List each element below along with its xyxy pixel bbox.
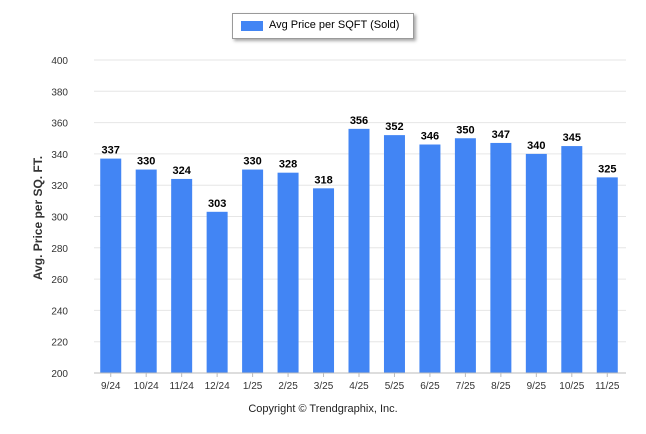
x-tick-label: 9/25 [527,381,547,392]
data-labels: 337 330 324 303 330 328 318 356 352 346 350 347 340 3… [102,115,617,210]
x-tick-label: 1/25 [243,381,263,392]
bar[interactable] [171,178,193,373]
data-label: 345 [563,132,581,144]
x-tick-label: 4/25 [349,381,369,392]
x-tick-label: 9/24 [101,381,121,392]
bar[interactable] [100,158,122,373]
x-tick-label: 12/24 [205,381,230,392]
legend-swatch [241,21,263,31]
y-tick-label: 340 [51,150,68,161]
y-tick-label: 320 [51,181,68,192]
bar[interactable] [206,211,228,373]
bar[interactable] [277,172,299,373]
x-tick-label: 5/25 [385,381,405,392]
data-label: 347 [492,129,510,141]
bar[interactable] [313,188,335,373]
bar[interactable] [383,135,405,373]
data-label: 352 [385,121,403,133]
y-tick-label: 360 [51,119,68,130]
x-tick-label: 11/24 [170,381,195,392]
bar[interactable] [490,142,512,373]
data-label: 324 [172,165,191,177]
y-tick-label: 240 [51,306,68,317]
y-tick-label: 400 [51,56,68,67]
data-label: 325 [598,163,616,175]
bar[interactable] [525,153,547,373]
data-label: 318 [314,174,332,186]
bar[interactable] [348,128,370,373]
data-label: 340 [527,140,545,152]
y-tick-label: 300 [51,213,68,224]
bar[interactable] [242,169,264,373]
bar[interactable] [454,138,476,373]
bar[interactable] [561,146,583,373]
y-tick-label: 200 [51,369,68,380]
data-label: 346 [421,131,439,143]
data-label: 350 [456,124,474,136]
bars [100,128,618,373]
legend-label: Avg Price per SQFT (Sold) [269,19,400,31]
x-axis-ticks: 9/24 10/24 11/24 12/24 1/25 2/25 3/25 4/25 5/25 6… [101,373,620,392]
data-label: 330 [243,156,261,168]
x-tick-label: 8/25 [491,381,511,392]
y-tick-label: 220 [51,338,68,349]
x-tick-label: 10/25 [559,381,584,392]
bar[interactable] [419,144,441,373]
bar[interactable] [596,177,618,373]
data-label: 337 [102,145,120,157]
y-axis-title: Avg. Price per SQ. FT. [31,156,45,280]
x-tick-label: 7/25 [456,381,476,392]
y-axis-ticks: 200 220 240 260 280 300 320 340 360 380 400 [51,56,68,380]
x-tick-label: 6/25 [420,381,440,392]
data-label: 356 [350,115,368,127]
copyright-text: Copyright © Trendgraphix, Inc. [248,403,398,415]
x-tick-label: 10/24 [134,381,159,392]
data-label: 330 [137,156,155,168]
x-tick-label: 11/25 [595,381,620,392]
x-tick-label: 3/25 [314,381,334,392]
legend: Avg Price per SQFT (Sold) [232,13,414,39]
y-tick-label: 380 [51,87,68,98]
x-tick-label: 2/25 [278,381,298,392]
data-label: 303 [208,198,226,210]
y-tick-label: 260 [51,275,68,286]
data-label: 328 [279,159,297,171]
y-tick-label: 280 [51,244,68,255]
bar[interactable] [135,169,157,373]
